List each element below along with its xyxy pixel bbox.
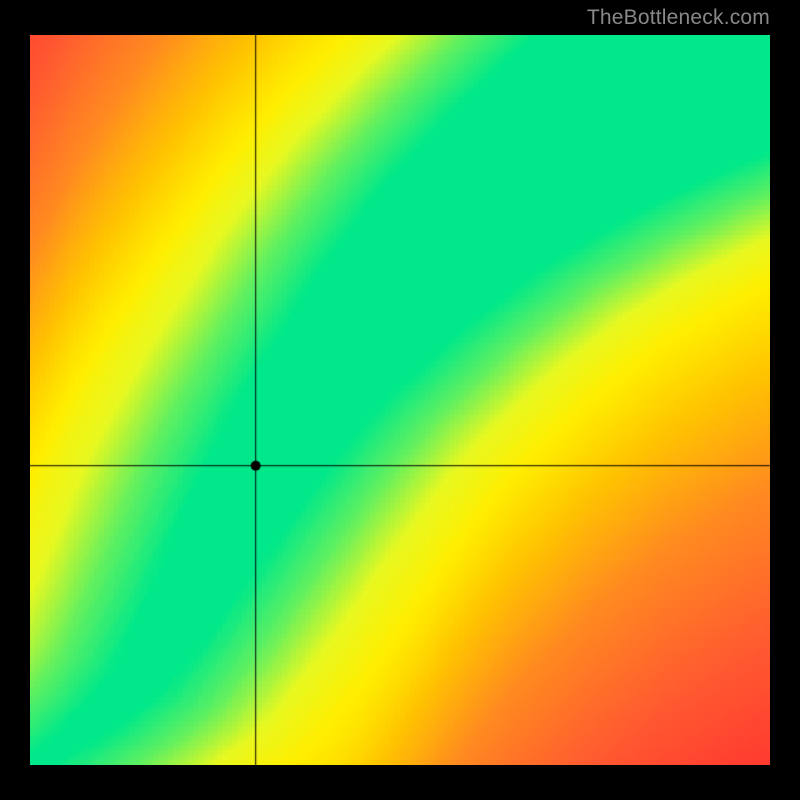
bottleneck-heatmap: [30, 35, 770, 765]
heatmap-canvas: [30, 35, 770, 765]
attribution-label: TheBottleneck.com: [587, 6, 770, 30]
